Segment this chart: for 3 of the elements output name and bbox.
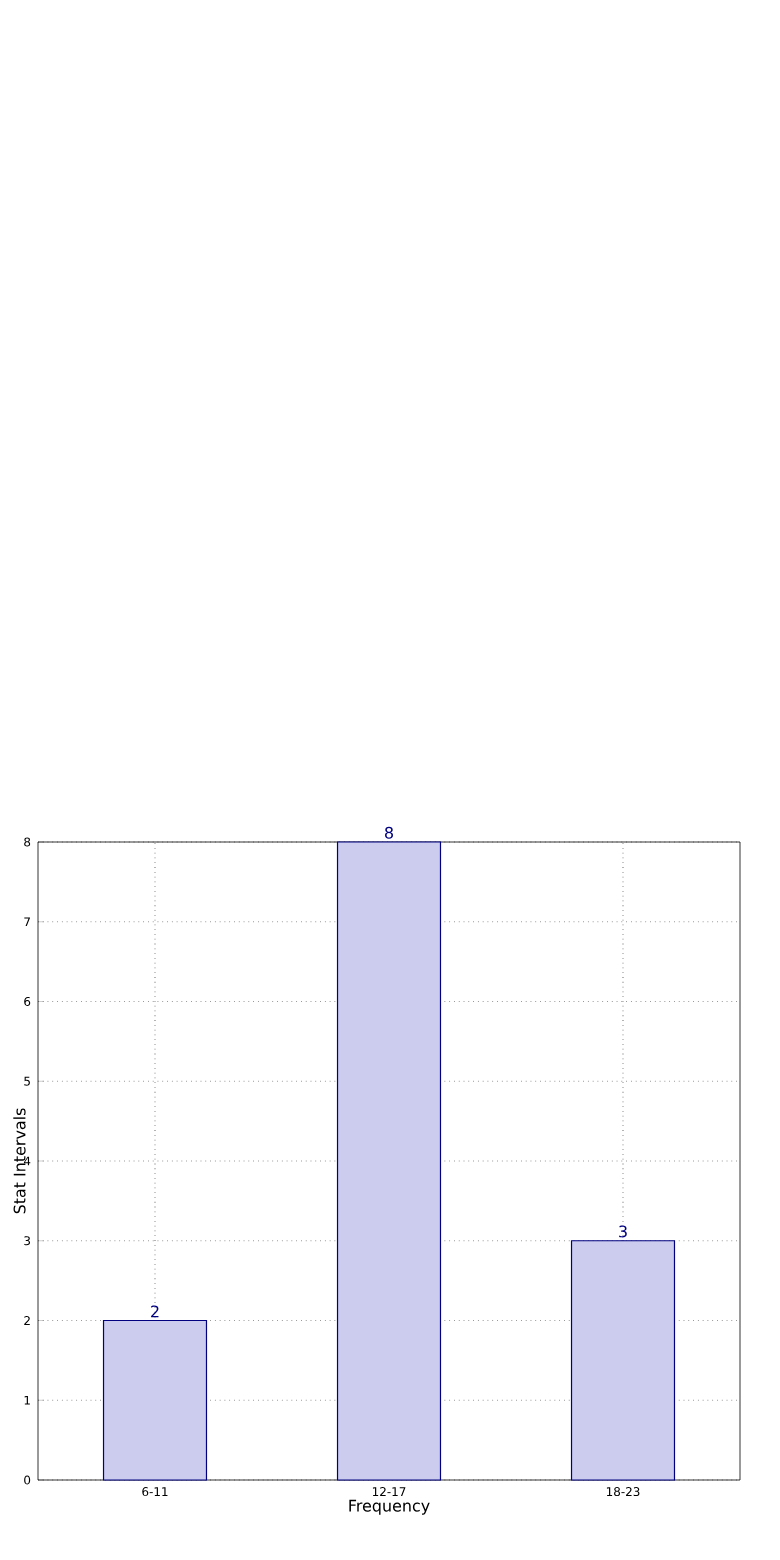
bar <box>570 1240 676 1481</box>
bar <box>336 841 442 1481</box>
bar <box>102 1319 208 1481</box>
